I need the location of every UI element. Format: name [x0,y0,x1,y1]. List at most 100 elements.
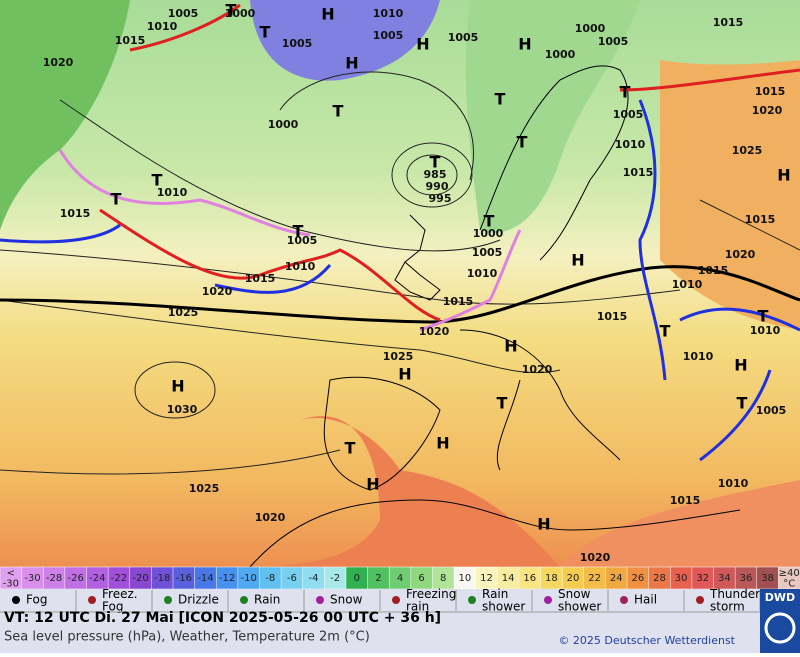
scale-label: -18 [154,573,170,584]
scale-label: 32 [696,573,709,584]
scale-label: -2 [330,573,340,584]
isobar-label: 1025 [732,144,763,157]
isobar-label: 1015 [60,207,91,220]
isobar-label: 1005 [598,35,629,48]
pressure-center: H [436,434,449,453]
scale-label: -16 [176,573,192,584]
fronts [0,3,800,462]
isobar-label: 1015 [755,85,786,98]
scale-label: -22 [111,573,127,584]
pressure-center: T [484,212,495,231]
scale-label: 38 [761,573,774,584]
scale-label: -4 [309,573,319,584]
isobar-label: 1010 [467,267,498,280]
logo-swirl [764,612,796,644]
isobars [0,71,800,475]
copyright: © 2025 Deutscher Wetterdienst [558,634,735,647]
scale-label: 6 [418,573,424,584]
legend-label: Drizzle [178,593,219,607]
pressure-center: H [321,5,334,24]
isobar-label: 1025 [168,306,199,319]
iberia-africa-warm [250,416,560,567]
pressure-center: H [537,515,550,534]
isobar-label: 1030 [167,403,198,416]
scale-label: 22 [588,573,601,584]
legend-label: Rain [254,593,280,607]
pressure-center: T [430,153,441,172]
pressure-center: H [777,166,790,185]
legend-icon [392,596,400,604]
scale-label: 20 [567,573,580,584]
isobar-label: 1005 [756,404,787,417]
temperature-scale: < -30 -30 -28 -26 -24 -22 -20 -18 -16 -14 -12 -10 -8-… [0,566,800,590]
isobar-label: 1010 [157,186,188,199]
legend-icon [544,596,552,604]
pressure-center: H [416,35,429,54]
isobar-label: 1000 [545,48,576,61]
scale-label: -20 [132,573,148,584]
pressure-center: H [518,35,531,54]
isobar-label: 1005 [448,31,479,44]
isobar-label: 1025 [383,350,414,363]
pressure-center: H [398,365,411,384]
legend-label: Snow [330,593,363,607]
isobar-label: 1000 [575,22,606,35]
scale-label: -24 [89,573,105,584]
scale-label: 12 [480,573,493,584]
pressure-center: T [497,394,508,413]
pressure-center: T [333,102,344,121]
isobar-label: 1010 [615,138,646,151]
isobar-label: 1010 [285,260,316,273]
isobar-label: 1010 [750,324,781,337]
pressure-center: T [260,23,271,42]
legend-label: Hail [634,593,657,607]
isobar-label: 1015 [623,166,654,179]
isobar-label: 995 [429,192,452,205]
greenland-cold [250,0,440,81]
coastlines [249,65,741,568]
legend-icon [696,596,704,604]
pressure-center: H [504,337,517,356]
scale-label: 36 [740,573,753,584]
scale-label: -30 [24,573,40,584]
isobar-label: 1020 [522,363,553,376]
scale-label: 34 [718,573,731,584]
description: Sea level pressure (hPa), Weather, Tempe… [4,630,370,645]
scale-label: 14 [502,573,515,584]
scale-label: 8 [440,573,446,584]
legend-label: Snow shower [558,587,601,614]
isobar-label: 1015 [698,264,729,277]
scale-label: -8 [265,573,275,584]
scale-label: 18 [545,573,558,584]
isobar-label: 1020 [419,325,450,338]
isobar-label: 1020 [752,104,783,117]
pressure-center: H [366,475,379,494]
isobar-label: 1005 [168,7,199,20]
main-isobar [0,265,800,324]
legend-icon [164,596,172,604]
isobar-label: 1015 [745,213,776,226]
scale-label: 10 [458,573,471,584]
scale-label: -6 [287,573,297,584]
pressure-center: H [345,54,358,73]
pressure-center: T [758,307,769,326]
legend-label: Thunder storm [709,587,760,614]
isobar-label: 990 [426,180,449,193]
isobar-label: 1010 [672,278,703,291]
legend-icon [620,596,628,604]
legend-icon [88,596,96,604]
scale-label: 30 [675,573,688,584]
isobar-label: 1005 [472,246,503,259]
isobar-label: 1020 [255,511,286,524]
pressure-center: T [620,83,631,102]
weather-legend: Fog Freez. Fog Drizzle Rain Snow Freezing rain R… [12,587,761,614]
scale-label: 16 [523,573,536,584]
scale-label: < -30 [3,568,19,590]
isobar-label: 1020 [725,248,756,261]
isobar-label: 1010 [683,350,714,363]
scale-label: -28 [46,573,62,584]
dwd-logo-text: DWD [765,591,795,604]
scale-label: ≥40 °C [779,568,800,590]
